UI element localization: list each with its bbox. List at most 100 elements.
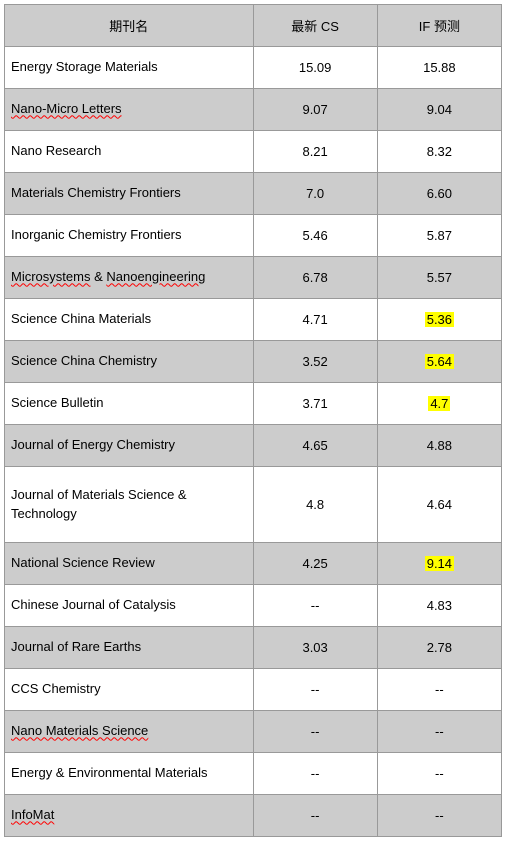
journal-name-text: Journal of Materials Science & Technolog… [11,487,187,520]
cs-value-cell: -- [253,711,377,753]
if-value-cell: 9.04 [377,89,501,131]
cs-value-cell: 5.46 [253,215,377,257]
journal-name-text: National Science Review [11,555,155,570]
cs-value-cell: 4.65 [253,425,377,467]
if-value-cell: 4.7 [377,383,501,425]
cs-value-cell: -- [253,585,377,627]
journal-name-cell: Journal of Energy Chemistry [5,425,254,467]
if-value-highlight: 5.64 [425,354,454,369]
journal-name-text: Nanoengineering [106,269,205,284]
table-row: Nano-Micro Letters 9.079.04 [5,89,502,131]
journals-table: 期刊名 最新 CS IF 预测 Energy Storage Materials… [4,4,502,837]
header-if: IF 预测 [377,5,501,47]
journal-name-cell: Chinese Journal of Catalysis [5,585,254,627]
cs-value-cell: 15.09 [253,47,377,89]
journal-name-text: Science China Materials [11,311,151,326]
if-value-highlight: 9.14 [425,556,454,571]
cs-value-cell: 4.71 [253,299,377,341]
journal-name-text: Nano-Micro Letters [11,101,122,116]
if-value-cell: -- [377,669,501,711]
table-row: Microsystems & Nanoengineering6.785.57 [5,257,502,299]
table-body: Energy Storage Materials15.0915.88Nano-M… [5,47,502,837]
table-row: Journal of Materials Science & Technolog… [5,467,502,543]
table-row: Inorganic Chemistry Frontiers 5.465.87 [5,215,502,257]
cs-value-cell: 8.21 [253,131,377,173]
cs-value-cell: 9.07 [253,89,377,131]
table-row: Energy Storage Materials 15.0915.88 [5,47,502,89]
if-value-cell: 4.83 [377,585,501,627]
journal-name-text: Science Bulletin [11,395,104,410]
journal-name-cell: National Science Review [5,543,254,585]
table-row: Chinese Journal of Catalysis --4.83 [5,585,502,627]
cs-value-cell: 4.25 [253,543,377,585]
journal-name-text: Microsystems [11,269,90,284]
cs-value-cell: 7.0 [253,173,377,215]
journal-name-text: Nano Research [11,143,101,158]
header-name: 期刊名 [5,5,254,47]
journal-name-cell: Materials Chemistry Frontiers [5,173,254,215]
journal-name-cell: Nano Materials Science [5,711,254,753]
if-value-cell: 5.36 [377,299,501,341]
cs-value-cell: 6.78 [253,257,377,299]
journal-name-text: Journal of Energy Chemistry [11,437,175,452]
if-value-cell: 4.88 [377,425,501,467]
journal-name-cell: Energy Storage Materials [5,47,254,89]
table-row: Science China Materials 4.71 5.36 [5,299,502,341]
cs-value-cell: -- [253,795,377,837]
journal-name-text: Materials Chemistry Frontiers [11,185,181,200]
cs-value-cell: -- [253,669,377,711]
journal-name-text: Energy Storage Materials [11,59,158,74]
if-value-cell: 8.32 [377,131,501,173]
table-row: National Science Review 4.25 9.14 [5,543,502,585]
journal-name-text: CCS Chemistry [11,681,101,696]
cs-value-cell: -- [253,753,377,795]
if-value-cell: -- [377,753,501,795]
cs-value-cell: 3.52 [253,341,377,383]
if-value-cell: 4.64 [377,467,501,543]
journal-name-cell: Inorganic Chemistry Frontiers [5,215,254,257]
cs-value-cell: 3.71 [253,383,377,425]
table-row: Science Bulletin 3.71 4.7 [5,383,502,425]
cs-value-cell: 3.03 [253,627,377,669]
table-row: Science China Chemistry 3.52 5.64 [5,341,502,383]
journal-name-cell: Nano-Micro Letters [5,89,254,131]
if-value-cell: 2.78 [377,627,501,669]
journal-name-cell: InfoMat [5,795,254,837]
journal-name-text: Chinese Journal of Catalysis [11,597,176,612]
journal-name-text: & [90,269,106,284]
table-row: Materials Chemistry Frontiers 7.06.60 [5,173,502,215]
table-row: Nano Materials Science ---- [5,711,502,753]
journal-name-cell: CCS Chemistry [5,669,254,711]
if-value-cell: 6.60 [377,173,501,215]
if-value-cell: -- [377,795,501,837]
journal-name-text: Nano Materials Science [11,723,148,738]
journal-name-cell: Nano Research [5,131,254,173]
journal-name-cell: Microsystems & Nanoengineering [5,257,254,299]
journal-name-text: Energy & Environmental Materials [11,765,208,780]
if-value-cell: 5.64 [377,341,501,383]
journal-name-text: Inorganic Chemistry Frontiers [11,227,182,242]
journal-name-cell: Science Bulletin [5,383,254,425]
if-value-cell: 9.14 [377,543,501,585]
table-row: Journal of Rare Earths 3.032.78 [5,627,502,669]
journal-name-cell: Journal of Materials Science & Technolog… [5,467,254,543]
if-value-cell: -- [377,711,501,753]
if-value-cell: 15.88 [377,47,501,89]
if-value-cell: 5.57 [377,257,501,299]
table-row: CCS Chemistry ---- [5,669,502,711]
journal-name-text: InfoMat [11,807,54,822]
journal-name-cell: Journal of Rare Earths [5,627,254,669]
table-row: Journal of Energy Chemistry 4.654.88 [5,425,502,467]
journal-name-cell: Science China Chemistry [5,341,254,383]
if-value-highlight: 5.36 [425,312,454,327]
journal-name-cell: Energy & Environmental Materials [5,753,254,795]
table-row: Nano Research 8.218.32 [5,131,502,173]
journal-name-text: Science China Chemistry [11,353,157,368]
table-row: Energy & Environmental Materials ---- [5,753,502,795]
header-cs: 最新 CS [253,5,377,47]
table-row: InfoMat ---- [5,795,502,837]
journal-name-text: Journal of Rare Earths [11,639,141,654]
if-value-highlight: 4.7 [428,396,450,411]
journal-name-cell: Science China Materials [5,299,254,341]
if-value-cell: 5.87 [377,215,501,257]
